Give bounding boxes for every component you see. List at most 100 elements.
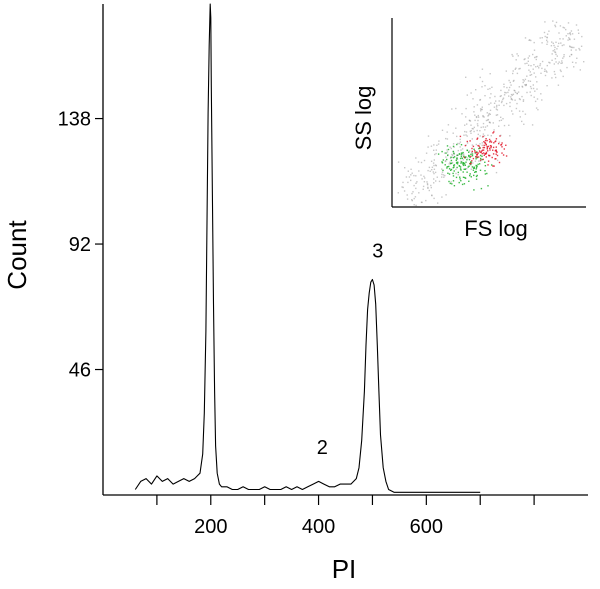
inset-point xyxy=(568,37,570,39)
inset-point xyxy=(490,145,492,147)
inset-point xyxy=(471,150,473,153)
inset-point xyxy=(471,147,473,150)
inset-point xyxy=(480,151,482,154)
inset-point xyxy=(501,142,503,144)
inset-point xyxy=(529,74,531,76)
inset-point xyxy=(500,89,502,92)
inset-point xyxy=(573,38,576,40)
inset-point xyxy=(510,93,513,96)
inset-point xyxy=(425,199,427,202)
inset-point xyxy=(450,147,452,150)
inset-point xyxy=(487,164,489,166)
inset-point xyxy=(546,33,549,35)
inset-point xyxy=(479,146,481,149)
inset-point xyxy=(532,68,534,70)
inset-point xyxy=(489,87,491,90)
inset-point xyxy=(475,178,478,180)
inset-point xyxy=(435,165,437,167)
inset-point xyxy=(441,161,443,163)
inset-point xyxy=(544,35,546,38)
inset-point xyxy=(447,172,449,174)
inset-point xyxy=(510,96,512,98)
inset-point xyxy=(575,49,577,51)
inset-point xyxy=(522,99,525,101)
inset-point xyxy=(532,84,534,86)
inset-point xyxy=(448,180,450,183)
inset-point xyxy=(476,138,478,140)
inset-point xyxy=(537,65,539,67)
inset-point xyxy=(444,160,447,162)
inset-point xyxy=(460,155,463,158)
inset-point xyxy=(459,176,461,178)
inset-point xyxy=(537,109,539,111)
inset-point xyxy=(482,146,484,149)
inset-point xyxy=(522,100,525,102)
inset-point xyxy=(480,187,483,190)
inset-point xyxy=(456,143,458,146)
inset-point xyxy=(539,64,541,67)
inset-point xyxy=(433,144,435,146)
inset-point xyxy=(490,135,492,137)
inset-point xyxy=(492,132,494,134)
inset-point xyxy=(471,138,473,140)
inset-point xyxy=(511,94,514,96)
inset-point xyxy=(517,55,519,57)
inset-point xyxy=(561,62,563,64)
inset-point xyxy=(466,149,469,152)
inset-point xyxy=(464,144,467,147)
inset-point xyxy=(581,35,583,38)
inset-point xyxy=(541,99,543,101)
inset-point xyxy=(512,80,515,82)
inset-point xyxy=(446,149,448,151)
inset-point xyxy=(478,145,480,147)
inset-point xyxy=(453,185,456,187)
inset-point xyxy=(514,68,516,70)
inset-point xyxy=(486,125,489,127)
inset-point xyxy=(575,62,577,64)
inset-point xyxy=(576,57,578,59)
inset-point xyxy=(471,127,473,130)
inset-point xyxy=(501,100,503,102)
inset-points xyxy=(397,20,585,207)
series-layer xyxy=(134,3,481,493)
histogram-series-line xyxy=(134,3,481,493)
inset-point xyxy=(533,41,535,44)
inset-point xyxy=(465,156,467,158)
inset-point xyxy=(486,112,488,114)
inset-point xyxy=(451,161,454,164)
inset-point xyxy=(554,25,557,28)
inset-point xyxy=(505,102,508,105)
inset-point xyxy=(426,182,429,185)
inset-point xyxy=(533,49,536,51)
inset-point xyxy=(466,168,468,170)
inset-point xyxy=(493,165,495,167)
inset-point xyxy=(474,119,476,122)
inset-point xyxy=(464,177,467,179)
inset-point xyxy=(438,180,441,183)
inset-point xyxy=(420,174,422,176)
inset-point xyxy=(414,196,417,198)
inset-point xyxy=(492,146,495,149)
inset-point xyxy=(451,153,453,156)
inset-point xyxy=(525,83,527,86)
inset-point xyxy=(487,185,489,187)
inset-point xyxy=(492,122,494,124)
inset-point xyxy=(552,20,554,22)
inset-point xyxy=(473,111,475,113)
inset-point xyxy=(521,85,523,88)
inset-point xyxy=(477,119,479,122)
inset-point xyxy=(479,76,481,79)
inset-point xyxy=(456,166,458,169)
inset-point xyxy=(463,155,465,158)
inset-point xyxy=(475,168,477,170)
inset-point xyxy=(452,175,455,177)
inset-point xyxy=(546,85,548,87)
inset-point xyxy=(546,71,548,73)
inset-point xyxy=(473,106,475,108)
inset-point xyxy=(453,152,455,154)
inset-point xyxy=(442,174,445,176)
inset-point xyxy=(471,160,473,162)
inset-point xyxy=(446,167,448,169)
inset-point xyxy=(405,176,408,178)
